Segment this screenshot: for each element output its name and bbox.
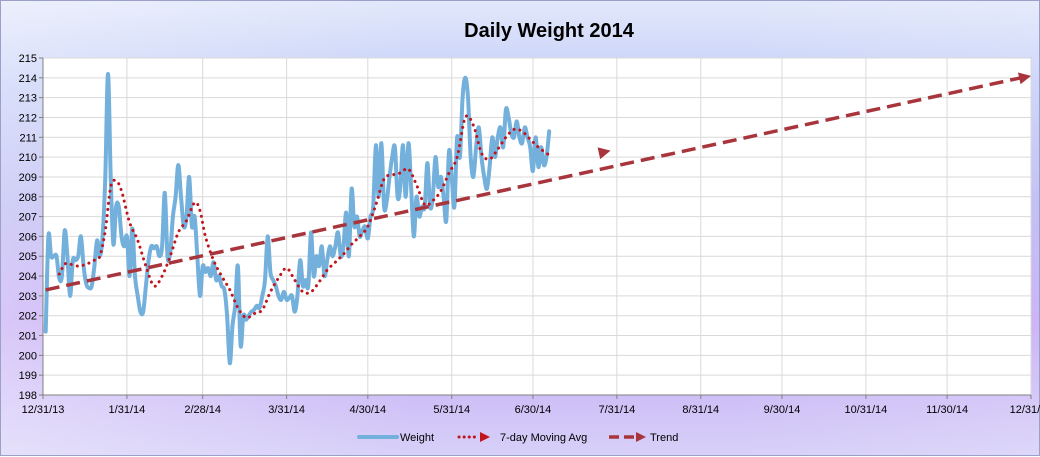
y-tick-label: 210 [19,152,37,164]
y-tick-label: 211 [19,132,37,144]
x-tick-label: 1/31/14 [109,404,146,416]
legend-label: Trend [650,432,678,444]
series-layer [43,71,1031,366]
y-tick-label: 198 [19,390,37,402]
x-tick-label: 12/31/13 [22,404,65,416]
y-tick-label: 200 [19,350,37,362]
legend-label: Weight [400,432,434,444]
y-tick-label: 201 [19,331,37,343]
y-tick-label: 209 [19,172,37,184]
y-tick-label: 206 [19,231,37,243]
x-tick-label: 7/31/14 [599,404,636,416]
y-tick-label: 214 [19,73,37,85]
x-tick-label: 12/31/14 [1010,404,1040,416]
x-tick-label: 9/30/14 [764,404,801,416]
y-tick-label: 215 [19,53,37,65]
axes: 198 199 200 201 202 203 204 205 206 207 208 209 210 2… [19,53,1040,416]
chart-title: Daily Weight 2014 [464,20,635,42]
legend: Weight 7-day Moving Avg Trend [357,432,678,444]
x-tick-label: 3/31/14 [268,404,305,416]
trend-arrow-end [1017,72,1031,85]
y-tick-label: 199 [19,370,37,382]
x-tick-label: 4/30/14 [349,404,386,416]
series-weight-line [43,71,552,366]
x-tick-label: 8/31/14 [682,404,719,416]
legend-arrow-moving-avg [480,432,490,442]
y-tick-label: 208 [19,192,37,204]
x-tick-label: 10/31/14 [844,404,887,416]
x-tick-label: 11/30/14 [926,404,968,416]
x-tick-label: 5/31/14 [433,404,470,416]
y-tick-label: 204 [19,271,37,283]
y-tick-label: 202 [19,311,37,323]
y-tick-label: 203 [19,291,37,303]
y-tick-label: 212 [19,112,37,124]
series-moving-avg-line [57,114,551,320]
y-tick-label: 205 [19,251,37,263]
trend-arrow-mid [597,147,611,160]
y-tick-label: 207 [19,212,37,224]
y-tick-label: 213 [19,93,37,105]
x-tick-label: 2/28/14 [184,404,221,416]
legend-label: 7-day Moving Avg [500,432,587,444]
x-tick-label: 6/30/14 [515,404,552,416]
legend-arrow-trend [636,432,646,442]
